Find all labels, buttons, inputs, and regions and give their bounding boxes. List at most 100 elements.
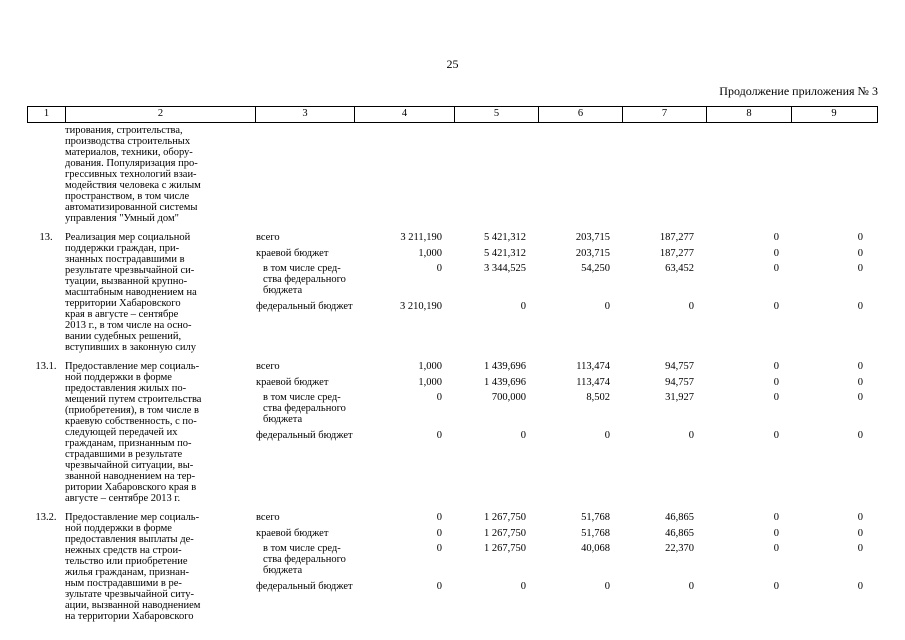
budget-line: краевой бюджет 1,000 1 439,696 113,474 94,75… <box>255 377 878 388</box>
budget-line: в том числе сред- ства федерального бюдж… <box>255 543 878 576</box>
amount-cell: 0 <box>857 527 863 539</box>
amount-cell: 187,277 <box>659 232 694 243</box>
amount-cell: 0 <box>773 263 779 274</box>
amount-cell: 0 <box>436 392 442 403</box>
amount-cell: 46,865 <box>665 527 694 539</box>
budget-line-label: федеральный бюджет <box>256 429 353 441</box>
amount-cell: 8,502 <box>586 392 610 403</box>
amount-cell: 1,000 <box>418 247 442 259</box>
amount-cell: 0 <box>773 361 779 372</box>
row-title: Реализация мер социальной поддержки граж… <box>65 232 197 353</box>
column-number-5: 5 <box>455 107 539 122</box>
amount-cell: 5 421,312 <box>484 232 526 243</box>
amount-cell: 0 <box>773 392 779 403</box>
amount-cell: 0 <box>436 512 442 523</box>
budget-line-label: краевой бюджет <box>256 527 329 539</box>
row-number <box>27 125 65 224</box>
budget-line-label: в том числе сред- ства федерального бюдж… <box>263 543 346 576</box>
amount-cell: 0 <box>604 429 610 441</box>
budget-line-label: всего <box>256 232 280 243</box>
table-row: 13.1. Предоставление мер социаль- ной под… <box>27 361 878 504</box>
row-number: 13.1. <box>35 361 57 372</box>
amount-cell: 0 <box>773 512 779 523</box>
amount-cell: 0 <box>520 300 526 312</box>
amount-cell: 0 <box>436 263 442 274</box>
amount-cell: 0 <box>773 543 779 554</box>
column-number-2: 2 <box>66 107 256 122</box>
budget-line-label: краевой бюджет <box>256 376 329 388</box>
amount-cell: 0 <box>436 580 442 592</box>
amount-cell: 0 <box>857 392 863 403</box>
amount-cell: 0 <box>857 376 863 388</box>
column-number-8: 8 <box>707 107 792 122</box>
column-number-4: 4 <box>355 107 455 122</box>
amount-cell: 0 <box>688 580 694 592</box>
amount-cell: 0 <box>773 527 779 539</box>
amount-cell: 3 210,190 <box>400 300 442 312</box>
budget-line: краевой бюджет 1,000 5 421,312 203,715 187,2… <box>255 248 878 259</box>
budget-line-label: всего <box>256 361 280 372</box>
amount-cell: 63,452 <box>665 263 694 274</box>
row-budget-lines: всего 3 211,190 5 421,312 203,715 187,277 0 0 к… <box>255 232 878 353</box>
row-title: тирования, строительства, производства с… <box>65 125 201 224</box>
row-title: Предоставление мер социаль- ной поддержк… <box>65 512 201 622</box>
row-number: 13.2. <box>35 512 57 523</box>
budget-line: всего 3 211,190 5 421,312 203,715 187,277 0 0 <box>255 232 878 243</box>
amount-cell: 31,927 <box>665 392 694 403</box>
amount-cell: 51,768 <box>581 512 610 523</box>
page-number: 25 <box>446 57 459 71</box>
budget-line: федеральный бюджет 3 210,190 0 0 0 0 0 <box>255 301 878 312</box>
amount-cell: 0 <box>604 580 610 592</box>
amount-cell: 0 <box>857 300 863 312</box>
row-title: Предоставление мер социаль- ной поддержк… <box>65 361 202 504</box>
amount-cell: 187,277 <box>659 247 694 259</box>
amount-cell: 94,757 <box>665 361 694 372</box>
amount-cell: 113,474 <box>576 376 610 388</box>
row-budget-lines: всего 0 1 267,750 51,768 46,865 0 0 краевой бюд… <box>255 512 878 622</box>
table-row: 13. Реализация мер социальной поддержки г… <box>27 232 878 353</box>
amount-cell: 3 211,190 <box>400 232 442 243</box>
amount-cell: 0 <box>773 247 779 259</box>
budget-line: в том числе сред- ства федерального бюдж… <box>255 263 878 296</box>
budget-line-label: в том числе сред- ства федерального бюдж… <box>263 392 346 425</box>
amount-cell: 22,370 <box>665 543 694 554</box>
column-number-7: 7 <box>623 107 707 122</box>
amount-cell: 1,000 <box>418 361 442 372</box>
budget-line: всего 1,000 1 439,696 113,474 94,757 0 0 <box>255 361 878 372</box>
amount-cell: 0 <box>436 429 442 441</box>
amount-cell: 40,068 <box>581 543 610 554</box>
column-number-1: 1 <box>28 107 66 122</box>
amount-cell: 0 <box>520 429 526 441</box>
budget-line-label: всего <box>256 512 280 523</box>
amount-cell: 1 439,696 <box>484 376 526 388</box>
budget-line: федеральный бюджет 0 0 0 0 0 0 <box>255 581 878 592</box>
amount-cell: 0 <box>688 300 694 312</box>
amount-cell: 46,865 <box>665 512 694 523</box>
amount-cell: 203,715 <box>575 247 610 259</box>
amount-cell: 0 <box>773 429 779 441</box>
column-number-9: 9 <box>831 108 837 119</box>
budget-line-label: федеральный бюджет <box>256 300 353 312</box>
budget-line: всего 0 1 267,750 51,768 46,865 0 0 <box>255 512 878 523</box>
column-number-3: 3 <box>256 107 355 122</box>
amount-cell: 0 <box>857 543 863 554</box>
amount-cell: 51,768 <box>581 527 610 539</box>
amount-cell: 0 <box>773 376 779 388</box>
table-body: тирования, строительства, производства с… <box>27 125 878 622</box>
row-number: 13. <box>39 232 53 243</box>
amount-cell: 0 <box>773 580 779 592</box>
table-row: тирования, строительства, производства с… <box>27 125 878 224</box>
amount-cell: 1 267,750 <box>484 512 526 523</box>
amount-cell: 1 439,696 <box>484 361 526 372</box>
amount-cell: 0 <box>857 263 863 274</box>
amount-cell: 0 <box>436 527 442 539</box>
amount-cell: 3 344,525 <box>484 263 526 274</box>
column-number-6: 6 <box>539 107 623 122</box>
budget-line: федеральный бюджет 0 0 0 0 0 0 <box>255 430 878 441</box>
amount-cell: 1 267,750 <box>484 543 526 554</box>
amount-cell: 94,757 <box>665 376 694 388</box>
amount-cell: 0 <box>857 247 863 259</box>
amount-cell: 1 267,750 <box>484 527 526 539</box>
